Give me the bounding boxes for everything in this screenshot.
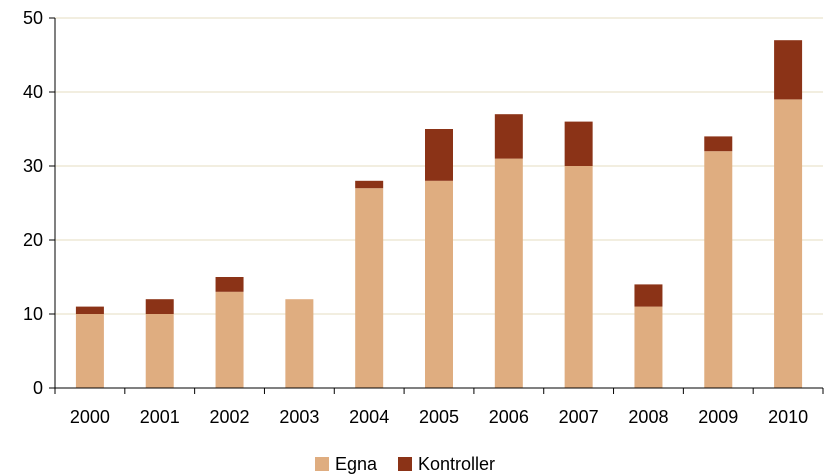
bar-egna-2002 [215, 291, 244, 388]
bar-kontroller-2007 [564, 121, 593, 166]
y-tick-label: 20 [23, 230, 43, 250]
legend-swatch-kontroller [398, 457, 412, 471]
bar-egna-2010 [774, 99, 803, 389]
y-tick-label: 50 [23, 8, 43, 28]
x-tick-label: 2010 [768, 407, 808, 427]
bar-egna-2007 [564, 166, 593, 388]
x-tick-label: 2001 [140, 407, 180, 427]
x-tick-label: 2006 [489, 407, 529, 427]
x-tick-label: 2002 [210, 407, 250, 427]
x-tick-label: 2009 [698, 407, 738, 427]
legend-label-egna: Egna [335, 454, 378, 474]
legend-swatch-egna [315, 457, 329, 471]
y-tick-label: 40 [23, 82, 43, 102]
bar-egna-2009 [704, 151, 733, 388]
bar-kontroller-2010 [774, 40, 803, 100]
bars [75, 40, 803, 389]
x-tick-label: 2008 [628, 407, 668, 427]
x-tick-label: 2004 [349, 407, 389, 427]
y-tick-label: 10 [23, 304, 43, 324]
axes [49, 17, 824, 394]
x-tick-label: 2005 [419, 407, 459, 427]
bar-kontroller-2008 [634, 284, 663, 307]
bar-kontroller-2006 [494, 114, 523, 159]
x-tick-label: 2000 [70, 407, 110, 427]
bar-egna-2008 [634, 306, 663, 388]
bar-kontroller-2004 [355, 180, 384, 189]
bar-kontroller-2002 [215, 277, 244, 292]
bar-egna-2000 [75, 314, 104, 388]
x-tick-label: 2003 [279, 407, 319, 427]
bar-egna-2005 [425, 180, 453, 388]
x-tick-labels: 2000 2001 2002 2003 2004 2005 2006 2007 2008 2009… [70, 407, 808, 427]
bar-egna-2001 [145, 314, 174, 388]
x-tick-label: 2007 [559, 407, 599, 427]
y-tick-label: 0 [33, 378, 43, 398]
bar-kontroller-2001 [145, 299, 174, 314]
bar-egna-2003 [285, 299, 314, 388]
bar-egna-2004 [355, 188, 384, 388]
bar-egna-2006 [494, 158, 523, 388]
bar-kontroller-2005 [425, 129, 453, 181]
legend: Egna Kontroller [315, 454, 495, 474]
bar-kontroller-2009 [704, 136, 733, 152]
legend-label-kontroller: Kontroller [418, 454, 495, 474]
bar-kontroller-2000 [75, 306, 104, 314]
y-tick-labels: 0 10 20 30 40 50 [23, 8, 43, 398]
y-tick-label: 30 [23, 156, 43, 176]
